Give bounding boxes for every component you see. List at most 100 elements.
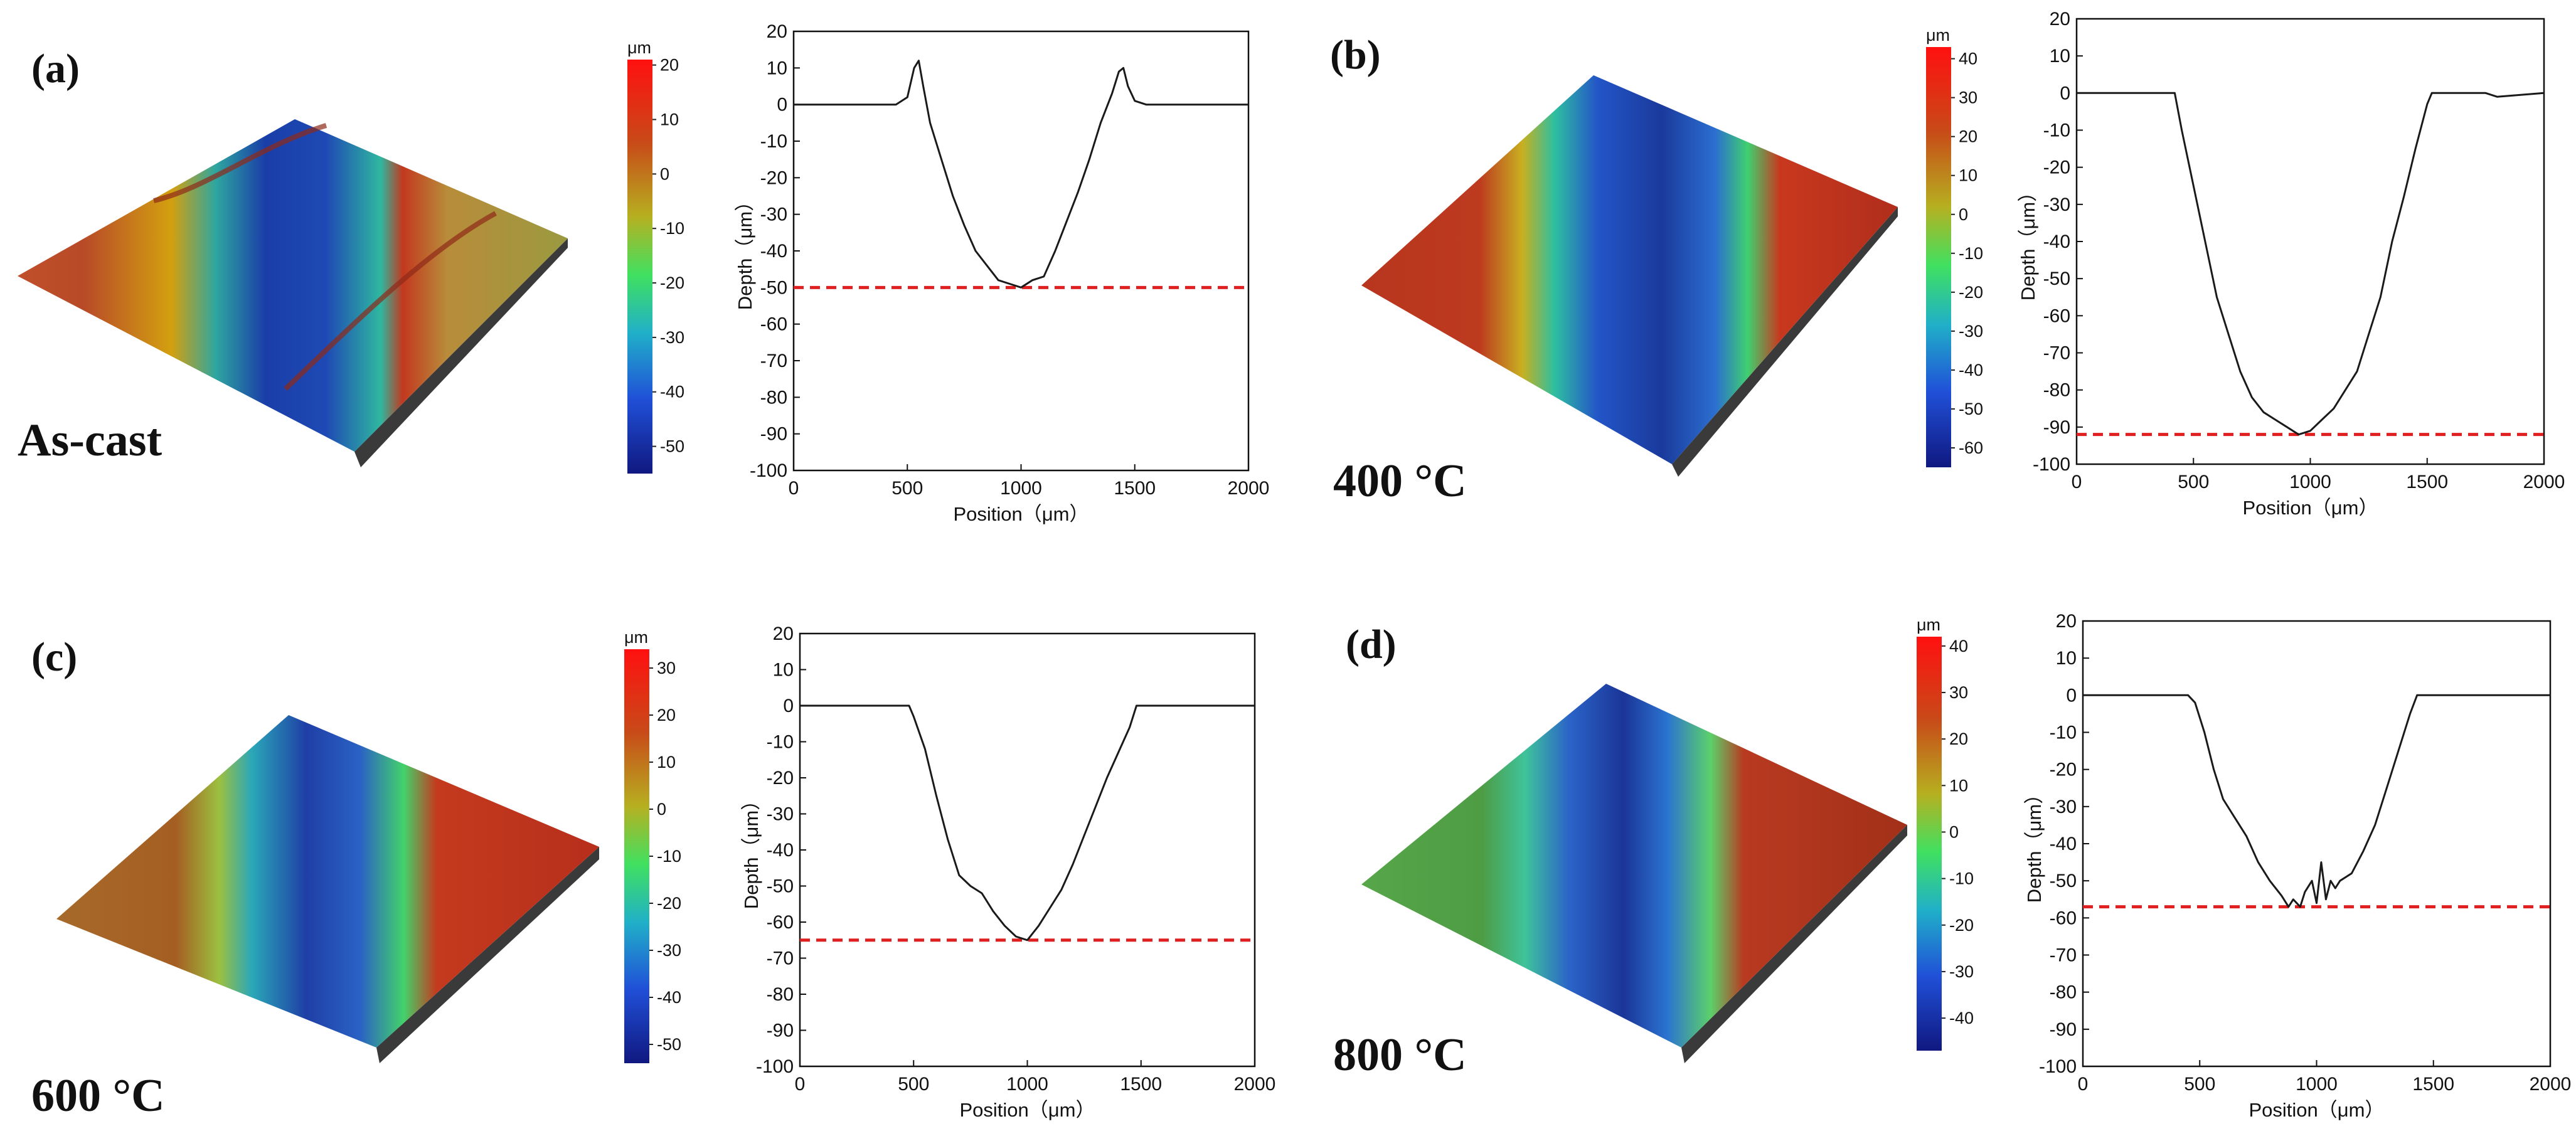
panel-label: (a) <box>31 46 80 92</box>
x-tick-label: 2000 <box>2530 1074 2572 1095</box>
colorbar-tick-label: -10 <box>657 847 681 866</box>
surface-side-face <box>1672 207 1898 477</box>
x-axis-title: Position（μm） <box>2249 1099 2385 1121</box>
y-axis-title: Depth（μm） <box>740 791 762 909</box>
colorbar-tick-label: 30 <box>657 659 676 677</box>
colorbar-tick-label: -10 <box>1949 869 1974 888</box>
y-tick-label: -20 <box>767 768 794 788</box>
y-tick-label: -90 <box>2043 417 2070 438</box>
depth-profile-line <box>800 704 1255 942</box>
colorbar-tick-label: 0 <box>660 164 669 183</box>
y-tick-label: -60 <box>2050 908 2077 928</box>
colorbar-tick-label: 10 <box>660 110 679 129</box>
colorbar-tick-label: -50 <box>660 437 684 456</box>
panel-b: (b) 400 °C <box>1305 0 2576 565</box>
colorbar-unit: μm <box>1926 26 1950 45</box>
surface-side-face <box>376 847 599 1063</box>
colorbar-scale <box>624 649 649 1063</box>
y-tick-label: -60 <box>767 912 794 933</box>
y-tick-label: -10 <box>2050 723 2077 743</box>
colorbar-tick-label: 30 <box>1949 683 1968 702</box>
colorbar-tick-label: 10 <box>1959 166 1977 185</box>
x-tick-label: 1000 <box>2296 1074 2338 1095</box>
plot-frame <box>2082 620 2552 1068</box>
colorbar-unit: μm <box>1917 615 1940 634</box>
colorbar-unit: μm <box>627 38 651 57</box>
y-tick-label: 0 <box>2060 83 2070 103</box>
colorbar-tick-label: -50 <box>657 1035 681 1054</box>
surface-topography-3d <box>56 715 599 1063</box>
colorbar-tick-label: 10 <box>1949 776 1968 795</box>
x-tick-label: 500 <box>2178 472 2209 492</box>
y-tick-label: -80 <box>2050 982 2077 1003</box>
colorbar-tick-label: -40 <box>660 383 684 401</box>
depth-profile-line <box>2083 694 2550 908</box>
x-tick-label: 0 <box>795 1074 806 1095</box>
y-tick-label: -60 <box>760 314 787 335</box>
y-tick-label: -100 <box>750 460 787 481</box>
y-tick-label: -20 <box>2050 760 2077 780</box>
colorbar-tick-label: -60 <box>1959 438 1983 457</box>
colorbar-tick-label: 20 <box>1959 127 1977 146</box>
colorbar-tick-label: 20 <box>660 56 679 75</box>
depth-colorbar: μm 40 30 20 10 0 -10 -20 -30 -40 <box>1917 615 1974 1051</box>
y-tick-label: -10 <box>760 131 787 152</box>
x-tick-label: 0 <box>2078 1074 2089 1095</box>
colorbar-tick-label: -40 <box>1949 1009 1974 1027</box>
x-tick-label: 500 <box>891 478 923 499</box>
panel-label: (d) <box>1346 622 1397 667</box>
x-tick-label: 1500 <box>1114 478 1156 499</box>
colorbar-tick-label: -30 <box>1949 962 1974 981</box>
x-tick-label: 1500 <box>2406 472 2448 492</box>
y-tick-label: -40 <box>760 241 787 262</box>
colorbar-tick-label: 20 <box>657 706 676 724</box>
x-tick-label: 1000 <box>2289 472 2331 492</box>
colorbar-tick-label: -10 <box>1959 244 1983 263</box>
wear-track-ridge <box>153 123 327 203</box>
x-tick-label: 2000 <box>1234 1074 1276 1095</box>
depth-profile-line <box>2077 92 2545 436</box>
x-tick-label: 1000 <box>1006 1074 1048 1095</box>
plot-frame <box>792 30 1250 472</box>
depth-profile-line <box>794 60 1248 289</box>
colorbar-tick-label: -20 <box>660 273 684 292</box>
x-tick-label: 0 <box>789 478 799 499</box>
surface-side-face <box>1681 825 1907 1063</box>
sample-label: As-cast <box>18 415 162 466</box>
colorbar-tick-label: 10 <box>657 753 676 772</box>
surface-side-face <box>354 238 568 467</box>
y-tick-label: 20 <box>2050 9 2070 29</box>
y-tick-label: -10 <box>2043 120 2070 141</box>
panel-c: (c) 600 °C <box>0 602 1280 1141</box>
y-tick-label: 0 <box>2066 685 2077 706</box>
x-tick-label: 0 <box>2072 472 2082 492</box>
x-tick-label: 2000 <box>2523 472 2565 492</box>
colorbar-tick-label: 20 <box>1949 730 1968 748</box>
depth-colorbar: μm 40 30 20 10 0 -10 -20 -30 -40 -50 -60 <box>1926 26 1983 467</box>
panel-label: (c) <box>31 634 78 680</box>
y-tick-label: -30 <box>2050 797 2077 817</box>
colorbar-tick-label: -30 <box>657 941 681 960</box>
x-tick-label: 1000 <box>1000 478 1042 499</box>
colorbar-tick-label: -20 <box>1959 283 1983 302</box>
y-tick-label: -70 <box>2050 945 2077 966</box>
y-tick-label: -100 <box>756 1056 794 1077</box>
y-tick-label: 10 <box>2050 46 2070 66</box>
colorbar-tick-label: 0 <box>1949 822 1959 841</box>
x-tick-label: 500 <box>2184 1074 2215 1095</box>
plot-frame <box>799 632 1256 1068</box>
x-tick-label: 1500 <box>1120 1074 1162 1095</box>
colorbar-tick-label: -50 <box>1959 400 1983 418</box>
y-tick-label: 10 <box>773 660 794 681</box>
x-tick-label: 2000 <box>1228 478 1270 499</box>
y-tick-label: -80 <box>767 984 794 1005</box>
y-tick-label: -40 <box>767 840 794 861</box>
colorbar-tick-label: -30 <box>1959 322 1983 341</box>
surface-topography-3d <box>1361 75 1898 477</box>
y-tick-label: 20 <box>767 21 787 42</box>
y-tick-label: -70 <box>760 351 787 371</box>
y-tick-label: 0 <box>783 696 794 716</box>
